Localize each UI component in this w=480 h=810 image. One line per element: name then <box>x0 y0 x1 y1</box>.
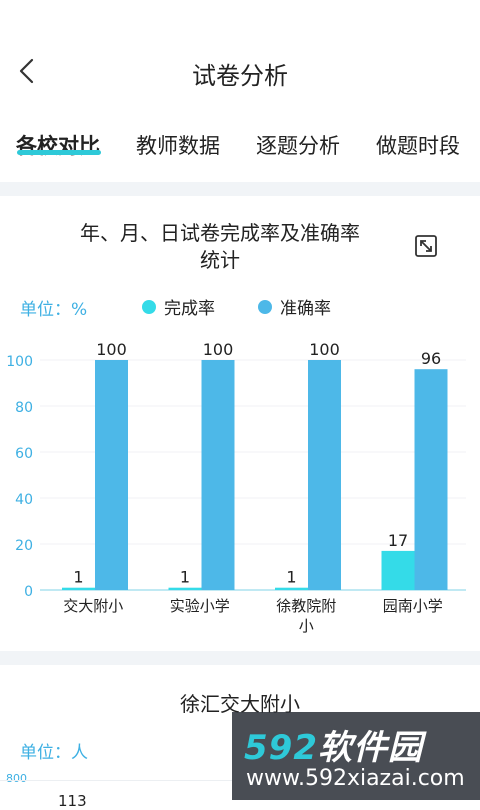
unit-label: 单位：% <box>20 300 88 320</box>
data-label: 100 <box>203 340 234 359</box>
legend-dot-accuracy <box>258 299 272 314</box>
bar <box>308 360 341 590</box>
back-button[interactable] <box>12 54 42 88</box>
bar <box>414 369 448 590</box>
watermark-logo: 592软件园 www.592xiazai.com <box>232 712 480 800</box>
legend-dot-completion <box>142 299 156 314</box>
app-header: 试卷分析 <box>0 0 480 110</box>
watermark-url: www.592xiazai.com <box>246 766 465 791</box>
data-label: 17 <box>388 531 408 550</box>
y-tick-label: 0 <box>24 584 33 600</box>
section-divider <box>0 182 480 196</box>
data-label: 1 <box>73 568 83 587</box>
x-tick-label: 交大附小 <box>63 597 123 615</box>
card2-partial-label: 113 <box>58 792 87 810</box>
tab-question-analysis[interactable]: 逐题分析 <box>256 134 340 158</box>
bar <box>275 587 308 590</box>
expand-icon <box>415 235 437 257</box>
x-tick-label: 园南小学 <box>383 597 443 615</box>
legend-item-accuracy: 准确率 <box>258 294 331 319</box>
data-label: 100 <box>96 340 127 359</box>
tab-school-compare[interactable]: 各校对比 <box>16 134 100 158</box>
active-tab-indicator <box>17 150 101 155</box>
bar <box>168 587 202 590</box>
data-label: 100 <box>309 340 340 359</box>
y-tick-label: 80 <box>15 400 33 416</box>
card-title-line1: 年、月、日试卷完成率及准确率 <box>80 221 360 245</box>
legend-item-completion: 完成率 <box>142 294 215 319</box>
x-tick-label: 小 <box>299 617 314 635</box>
card2-gridline <box>0 780 232 781</box>
expand-button[interactable] <box>414 234 438 258</box>
bar <box>95 360 128 590</box>
tab-bar: 各校对比 教师数据 逐题分析 做题时段 <box>0 124 480 176</box>
card-title-line2: 统计 <box>200 248 240 272</box>
watermark-brand: 592软件园 <box>244 728 423 768</box>
bar <box>381 550 415 590</box>
data-label: 96 <box>421 349 441 368</box>
bar <box>201 360 235 590</box>
data-label: 1 <box>180 568 190 587</box>
card2-ytick-top: 800 <box>6 772 27 785</box>
tab-teacher-data[interactable]: 教师数据 <box>136 134 220 158</box>
legend-label-accuracy: 准确率 <box>280 299 331 319</box>
y-tick-label: 40 <box>15 492 33 508</box>
bar <box>62 587 95 590</box>
section-divider-2 <box>0 651 480 665</box>
page-title: 试卷分析 <box>192 62 288 90</box>
card2-unit-label: 单位：人 <box>20 743 88 763</box>
x-tick-label: 徐教院附 <box>276 597 336 615</box>
x-tick-label: 实验小学 <box>170 597 230 615</box>
chevron-left-icon <box>19 58 34 84</box>
y-tick-label: 100 <box>6 354 33 370</box>
data-label: 1 <box>286 568 296 587</box>
y-tick-label: 60 <box>15 446 33 462</box>
y-tick-label: 20 <box>15 538 33 554</box>
tab-time-period[interactable]: 做题时段 <box>376 134 460 158</box>
legend-label-completion: 完成率 <box>164 299 215 319</box>
